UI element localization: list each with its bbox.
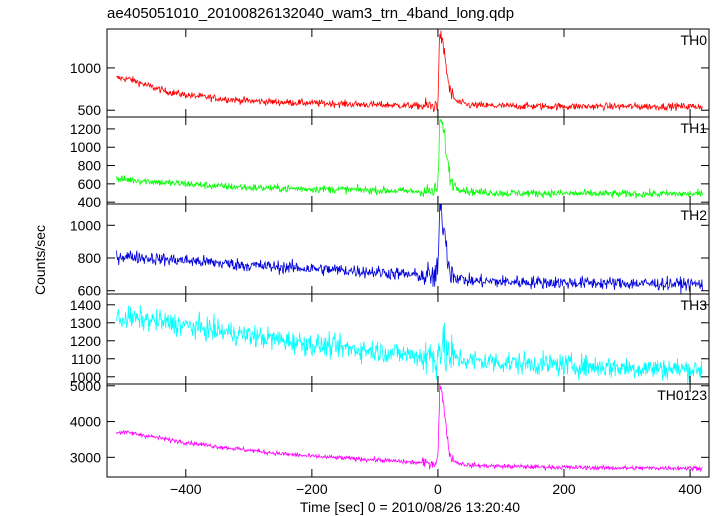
panel-th1: 400 600 800 1000 1200 TH1 — [70, 116, 710, 210]
panel-label: TH0 — [681, 32, 708, 48]
x-tick-label: 400 — [678, 481, 702, 497]
y-tick-label: 1000 — [70, 60, 101, 76]
y-tick-label: 800 — [78, 158, 102, 174]
y-tick-label: 800 — [78, 250, 102, 266]
y-tick-label: 500 — [78, 102, 102, 118]
x-tick-label: 200 — [552, 481, 576, 497]
panel-stack: 500 1000 TH0 400 600 800 1000 1200 TH1 600 800 1000… — [70, 28, 710, 478]
series-th1 — [116, 118, 703, 199]
y-tick-label: 1000 — [70, 369, 101, 385]
series-th0123 — [116, 384, 703, 473]
panel-label: TH1 — [681, 120, 708, 136]
chart-title: ae405051010_20100826132040_wam3_trn_4ban… — [107, 5, 514, 22]
panel-th0: 500 1000 TH0 — [70, 28, 710, 118]
y-tick-label: 1000 — [70, 217, 101, 233]
y-tick-label: 600 — [78, 176, 102, 192]
y-tick-label: 3000 — [70, 449, 101, 465]
y-axis-label: Counts/sec — [32, 225, 48, 295]
y-tick-label: 5000 — [70, 378, 101, 394]
panel-th3: 1000 1100 1200 1300 1400 TH3 — [70, 293, 710, 385]
series-th3 — [116, 305, 703, 384]
y-tick-label: 1300 — [70, 315, 101, 331]
y-tick-label: 1200 — [70, 333, 101, 349]
series-th2 — [116, 204, 703, 294]
x-axis-label: Time [sec] 0 = 2010/08/26 13:20:40 — [300, 499, 520, 515]
panel-th2: 600 800 1000 TH2 — [70, 203, 710, 299]
panel-label: TH3 — [681, 297, 708, 313]
x-axis-ticks: −400 −200 0 200 400 — [170, 481, 702, 497]
series-th0 — [116, 30, 703, 113]
panel-label: TH2 — [681, 207, 708, 223]
y-tick-label: 1000 — [70, 139, 101, 155]
x-tick-label: −400 — [170, 481, 202, 497]
x-tick-label: 0 — [434, 481, 442, 497]
y-tick-label: 1200 — [70, 121, 101, 137]
x-tick-label: −200 — [296, 481, 328, 497]
panel-frame — [106, 383, 710, 478]
y-tick-label: 4000 — [70, 414, 101, 430]
panel-th0123: 3000 4000 5000 TH0123 — [70, 378, 710, 478]
panel-label: TH0123 — [657, 387, 707, 403]
y-tick-label: 400 — [78, 194, 102, 210]
y-tick-label: 600 — [78, 283, 102, 299]
y-tick-label: 1400 — [70, 297, 101, 313]
y-tick-label: 1100 — [71, 351, 101, 367]
